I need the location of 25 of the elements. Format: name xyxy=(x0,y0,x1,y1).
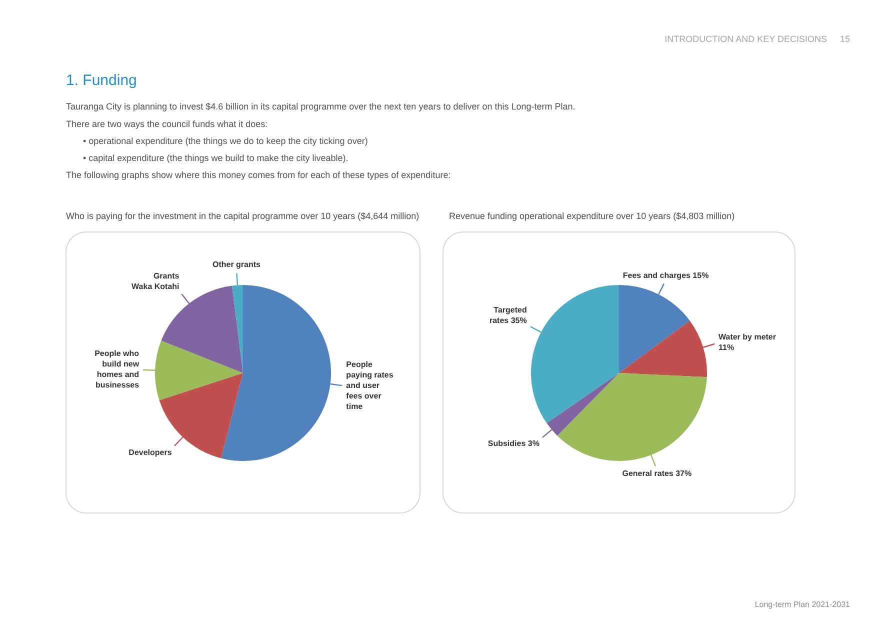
chart-title: Revenue funding operational expenditure over 10 years ($4,803 million) xyxy=(449,211,735,221)
text: 15 xyxy=(840,34,850,44)
slice-label: Grants Waka Kotahi xyxy=(132,271,180,291)
slice-label: Water by meter xyxy=(718,332,776,342)
pie-slice xyxy=(531,285,619,424)
slice-label: Other grants xyxy=(212,260,262,270)
slice-label: Developers xyxy=(128,448,172,457)
slice-label: Targeted rates 35% xyxy=(489,305,527,325)
text: • capital expenditure (the things we build to make the city liveable). xyxy=(83,153,348,163)
text: The following graphs show where this money comes from for each of these types of expenditure: xyxy=(66,170,451,180)
slice-label: Subsidies 3% xyxy=(488,438,540,448)
slice-label: People paying rates and user fees over time xyxy=(346,360,394,411)
text: • operational expenditure (the things we do to keep the city ticking over) xyxy=(83,136,368,146)
text: There are two ways the council funds what it does: xyxy=(66,119,268,129)
slice-label: People who build new homes and businesses xyxy=(94,349,140,390)
text: 1. Funding xyxy=(66,72,137,89)
data-label: 11% xyxy=(718,342,734,352)
text: Long-term Plan 2021-2031 xyxy=(754,600,851,609)
chart-title: Who is paying for the investment in the capital programme over 10 years ($4,644 million) xyxy=(66,211,420,221)
pie-slice xyxy=(546,373,619,436)
pie-slice xyxy=(619,285,690,373)
slice-label: Fees and charges 15% xyxy=(622,271,709,280)
text: Tauranga City is planning to invest $4.6 billion in its capital programme over the next ten years to deliver on this Long-term Plan. xyxy=(66,102,576,112)
text: INTRODUCTION AND KEY DECISIONS xyxy=(664,34,827,44)
slice-label: General rates 37% xyxy=(622,468,692,478)
